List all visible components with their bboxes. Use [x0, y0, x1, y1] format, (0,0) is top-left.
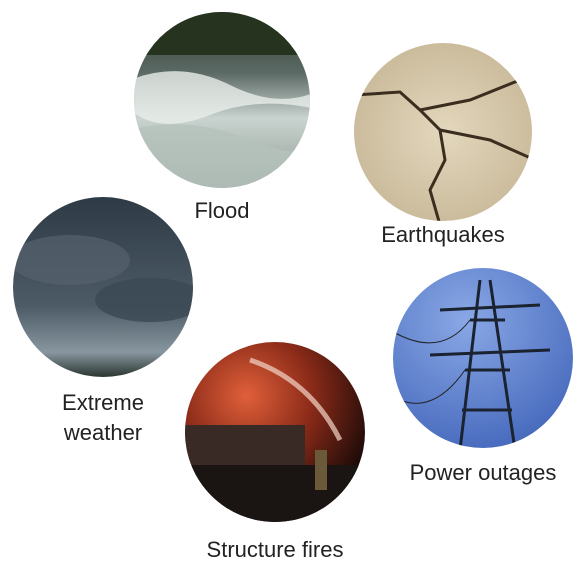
- hazards-diagram: Flood Earthquakes Extreme weather Power …: [0, 0, 577, 565]
- item-label: Flood: [194, 198, 249, 223]
- item-label: Extreme: [62, 390, 144, 415]
- fire-photo: [180, 340, 375, 525]
- earthquake-photo: [350, 40, 540, 225]
- power-photo: [390, 265, 577, 450]
- flood-photo: [130, 10, 320, 190]
- item-label: Structure fires: [207, 537, 344, 562]
- item-label: Earthquakes: [381, 222, 505, 247]
- item-label: Power outages: [410, 460, 557, 485]
- item-label: weather: [63, 420, 142, 445]
- weather-photo: [10, 195, 205, 380]
